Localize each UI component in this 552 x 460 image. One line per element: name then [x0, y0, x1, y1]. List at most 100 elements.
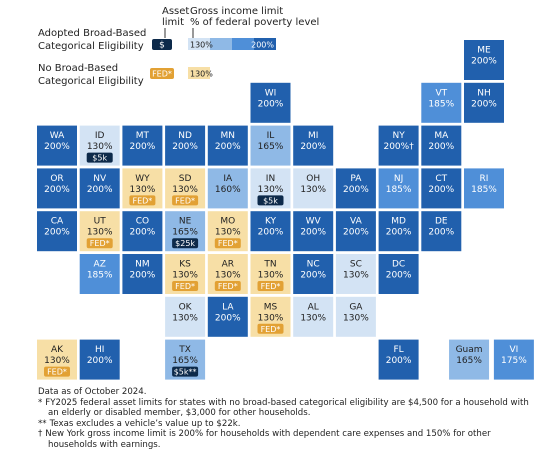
asset-limit: FED* — [132, 196, 152, 205]
state-name: AZ — [94, 260, 106, 270]
state-name: SC — [350, 260, 362, 270]
state-tile — [464, 82, 504, 123]
state-name: NJ — [394, 174, 403, 184]
state-tile — [250, 211, 291, 252]
income-limit: 185% — [471, 185, 497, 195]
state-tile — [335, 296, 376, 337]
income-limit: 185% — [87, 271, 113, 281]
state-name: NH — [477, 88, 491, 98]
swatch-label: 130% — [190, 41, 213, 50]
state-name: NY — [392, 131, 405, 141]
income-header: % of federal poverty level — [190, 17, 319, 28]
income-limit: 165% — [172, 228, 198, 238]
state-tile — [378, 211, 419, 252]
state-tile — [79, 339, 120, 380]
asset-limit: $5k — [92, 154, 107, 163]
state-name: VT — [435, 88, 447, 98]
state-tile — [122, 125, 163, 166]
income-limit: 185% — [386, 185, 412, 195]
income-limit: 200% — [386, 271, 412, 281]
swatch — [188, 67, 210, 79]
state-tile — [122, 211, 163, 252]
state-tile — [421, 82, 462, 123]
income-limit: 130% — [172, 185, 198, 195]
state-name: RI — [480, 174, 489, 184]
income-limit: 130% — [215, 228, 241, 238]
state-name: VA — [350, 217, 363, 227]
state-tile — [335, 211, 376, 252]
state-name: WI — [265, 88, 277, 98]
state-name: MA — [434, 131, 449, 141]
state-name: ID — [95, 131, 105, 141]
bbce-label: Categorical Eligibility — [38, 41, 144, 52]
state-tile — [79, 254, 120, 294]
state-name: AR — [222, 260, 234, 270]
asset-badge — [172, 195, 199, 206]
asset-badge — [257, 323, 284, 334]
state-name: OR — [50, 174, 63, 184]
asset-badge — [44, 366, 70, 377]
state-name: WV — [306, 217, 322, 227]
state-name: GA — [349, 302, 363, 312]
state-tile — [293, 168, 334, 209]
income-limit: 160% — [215, 185, 241, 195]
asset-limit: $5k** — [174, 368, 197, 377]
income-limit: 200% — [130, 228, 156, 238]
no-bbce-label: Categorical Eligibility — [38, 76, 144, 87]
state-name: TN — [263, 260, 276, 270]
income-limit: 165% — [172, 356, 198, 366]
state-tile — [293, 211, 334, 252]
income-limit: 200% — [300, 142, 326, 152]
income-limit: 200% — [300, 228, 326, 238]
bbce-label: Adopted Broad-Based — [38, 28, 146, 39]
state-tile — [464, 40, 504, 80]
swatch — [254, 38, 276, 50]
state-name: NE — [179, 217, 192, 227]
state-tile — [378, 254, 419, 294]
state-name: CT — [435, 174, 447, 184]
state-name: LA — [222, 302, 234, 312]
footnote-text: New York gross income limit is 200% for … — [45, 429, 491, 450]
income-limit: 130% — [87, 142, 113, 152]
income-limit: 175% — [501, 356, 527, 366]
income-limit: 200% — [386, 356, 412, 366]
income-limit: 165% — [456, 356, 482, 366]
state-tile — [421, 168, 462, 209]
state-tile — [378, 339, 419, 380]
state-name: IN — [266, 174, 275, 184]
state-tile — [165, 125, 206, 166]
state-tile — [250, 82, 291, 123]
income-limit: 200% — [343, 185, 369, 195]
footnote-text: FY2025 federal asset limits for states w… — [45, 397, 529, 419]
state-tile — [165, 296, 206, 337]
state-name: MN — [221, 131, 236, 141]
state-tile — [293, 125, 334, 166]
income-limit: 130% — [87, 228, 113, 238]
income-limit: 200% — [130, 142, 156, 152]
income-limit: 130% — [258, 313, 284, 323]
state-tile — [464, 168, 504, 209]
asset-limit: FED* — [47, 368, 67, 377]
income-limit: 130% — [130, 185, 156, 195]
swatch — [232, 38, 254, 50]
state-name: IA — [223, 174, 233, 184]
notes: Data as of October 2024. * FY2025 federal… — [38, 387, 538, 450]
footnote-marker: * — [38, 397, 43, 408]
state-tile — [122, 254, 163, 294]
income-limit: 130% — [300, 313, 326, 323]
state-tile — [207, 168, 248, 209]
swatch-label: 130% — [190, 70, 213, 79]
asset-badge — [129, 195, 156, 206]
income-limit: 200% — [87, 356, 113, 366]
income-limit: 200% — [471, 57, 497, 67]
state-tile — [378, 125, 419, 166]
state-tile — [449, 339, 490, 380]
swatch — [210, 38, 232, 50]
state-name: DE — [435, 217, 448, 227]
asset-badge — [214, 238, 241, 249]
asset-badge — [86, 238, 113, 249]
asset-badge — [86, 152, 113, 163]
state-name: AL — [308, 302, 319, 312]
state-name: MS — [264, 302, 278, 312]
state-name: Guam — [456, 345, 483, 355]
